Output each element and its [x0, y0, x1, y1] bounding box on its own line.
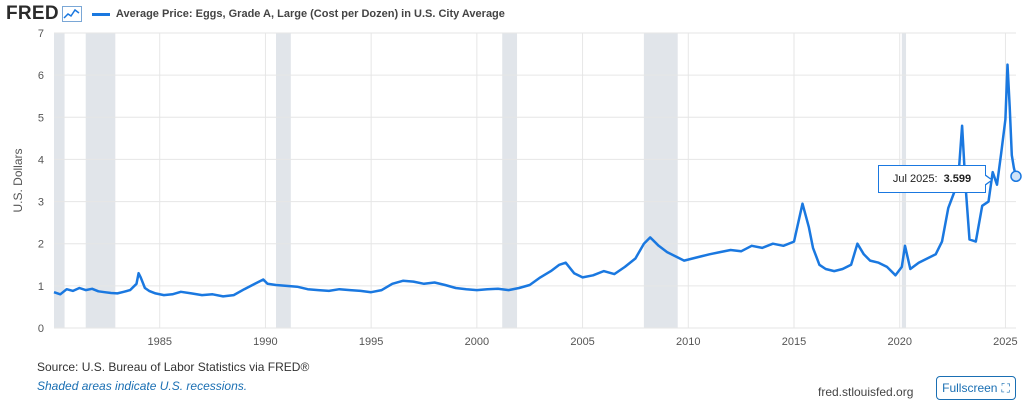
- recession-note: Shaded areas indicate U.S. recessions.: [37, 379, 248, 393]
- expand-icon: ⛶: [1001, 380, 1010, 395]
- line-chart-icon: [61, 6, 82, 22]
- x-tick-label: 2000: [465, 336, 489, 345]
- x-tick-label: 1990: [253, 336, 277, 345]
- y-axis-label: U.S. Dollars: [11, 148, 25, 212]
- line-chart: 0 1 2 3 4 5 6 7 1985 1990 1995 2000 2005 2010 2015 2020…: [11, 28, 1022, 345]
- x-tick-label: 2020: [887, 336, 911, 345]
- y-tick-label: 2: [38, 239, 44, 251]
- tooltip-date: Jul 2025:: [892, 173, 938, 185]
- y-tick-label: 3: [38, 197, 44, 209]
- recession-band: [85, 33, 116, 328]
- legend-swatch: [91, 12, 110, 16]
- highlight-point: [1010, 170, 1022, 183]
- series-line: [53, 63, 1018, 298]
- fullscreen-label: Fullscreen: [942, 381, 998, 395]
- y-tick-label: 7: [38, 28, 44, 40]
- y-tick-label: 1: [38, 281, 44, 293]
- x-tick-label: 2010: [676, 336, 700, 345]
- recession-band: [276, 33, 291, 328]
- x-tick-label: 2015: [782, 336, 806, 345]
- value-tooltip: Jul 2025: 3.599: [878, 165, 993, 193]
- series-title: Average Price: Eggs, Grade A, Large (Cos…: [115, 8, 505, 20]
- recession-band: [643, 33, 678, 328]
- y-tick-label: 0: [38, 323, 44, 335]
- x-tick-label: 2025: [993, 336, 1017, 345]
- recession-band: [54, 33, 65, 328]
- x-tick-label: 1985: [147, 336, 171, 345]
- x-tick-label: 2005: [570, 336, 594, 345]
- site-link[interactable]: fred.stlouisfed.org: [818, 385, 914, 399]
- chart-header: FRED Average Price: Eggs, Grade A, Large…: [6, 2, 505, 26]
- source-note: Source: U.S. Bureau of Labor Statistics …: [37, 360, 310, 374]
- y-tick-label: 4: [38, 154, 44, 166]
- tooltip-arrow-fill: [984, 175, 991, 185]
- fullscreen-button[interactable]: Fullscreen ⛶: [936, 376, 1016, 400]
- y-tick-label: 5: [38, 112, 44, 124]
- tooltip-value: 3.599: [943, 173, 972, 185]
- x-tick-label: 1995: [359, 336, 383, 345]
- recession-band: [502, 33, 518, 328]
- y-tick-label: 6: [38, 70, 44, 82]
- fred-logo[interactable]: FRED: [6, 3, 59, 24]
